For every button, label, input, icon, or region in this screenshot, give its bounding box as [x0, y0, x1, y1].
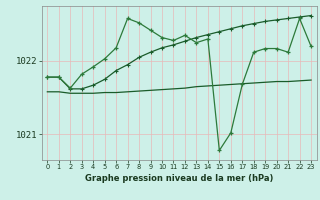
- X-axis label: Graphe pression niveau de la mer (hPa): Graphe pression niveau de la mer (hPa): [85, 174, 273, 183]
